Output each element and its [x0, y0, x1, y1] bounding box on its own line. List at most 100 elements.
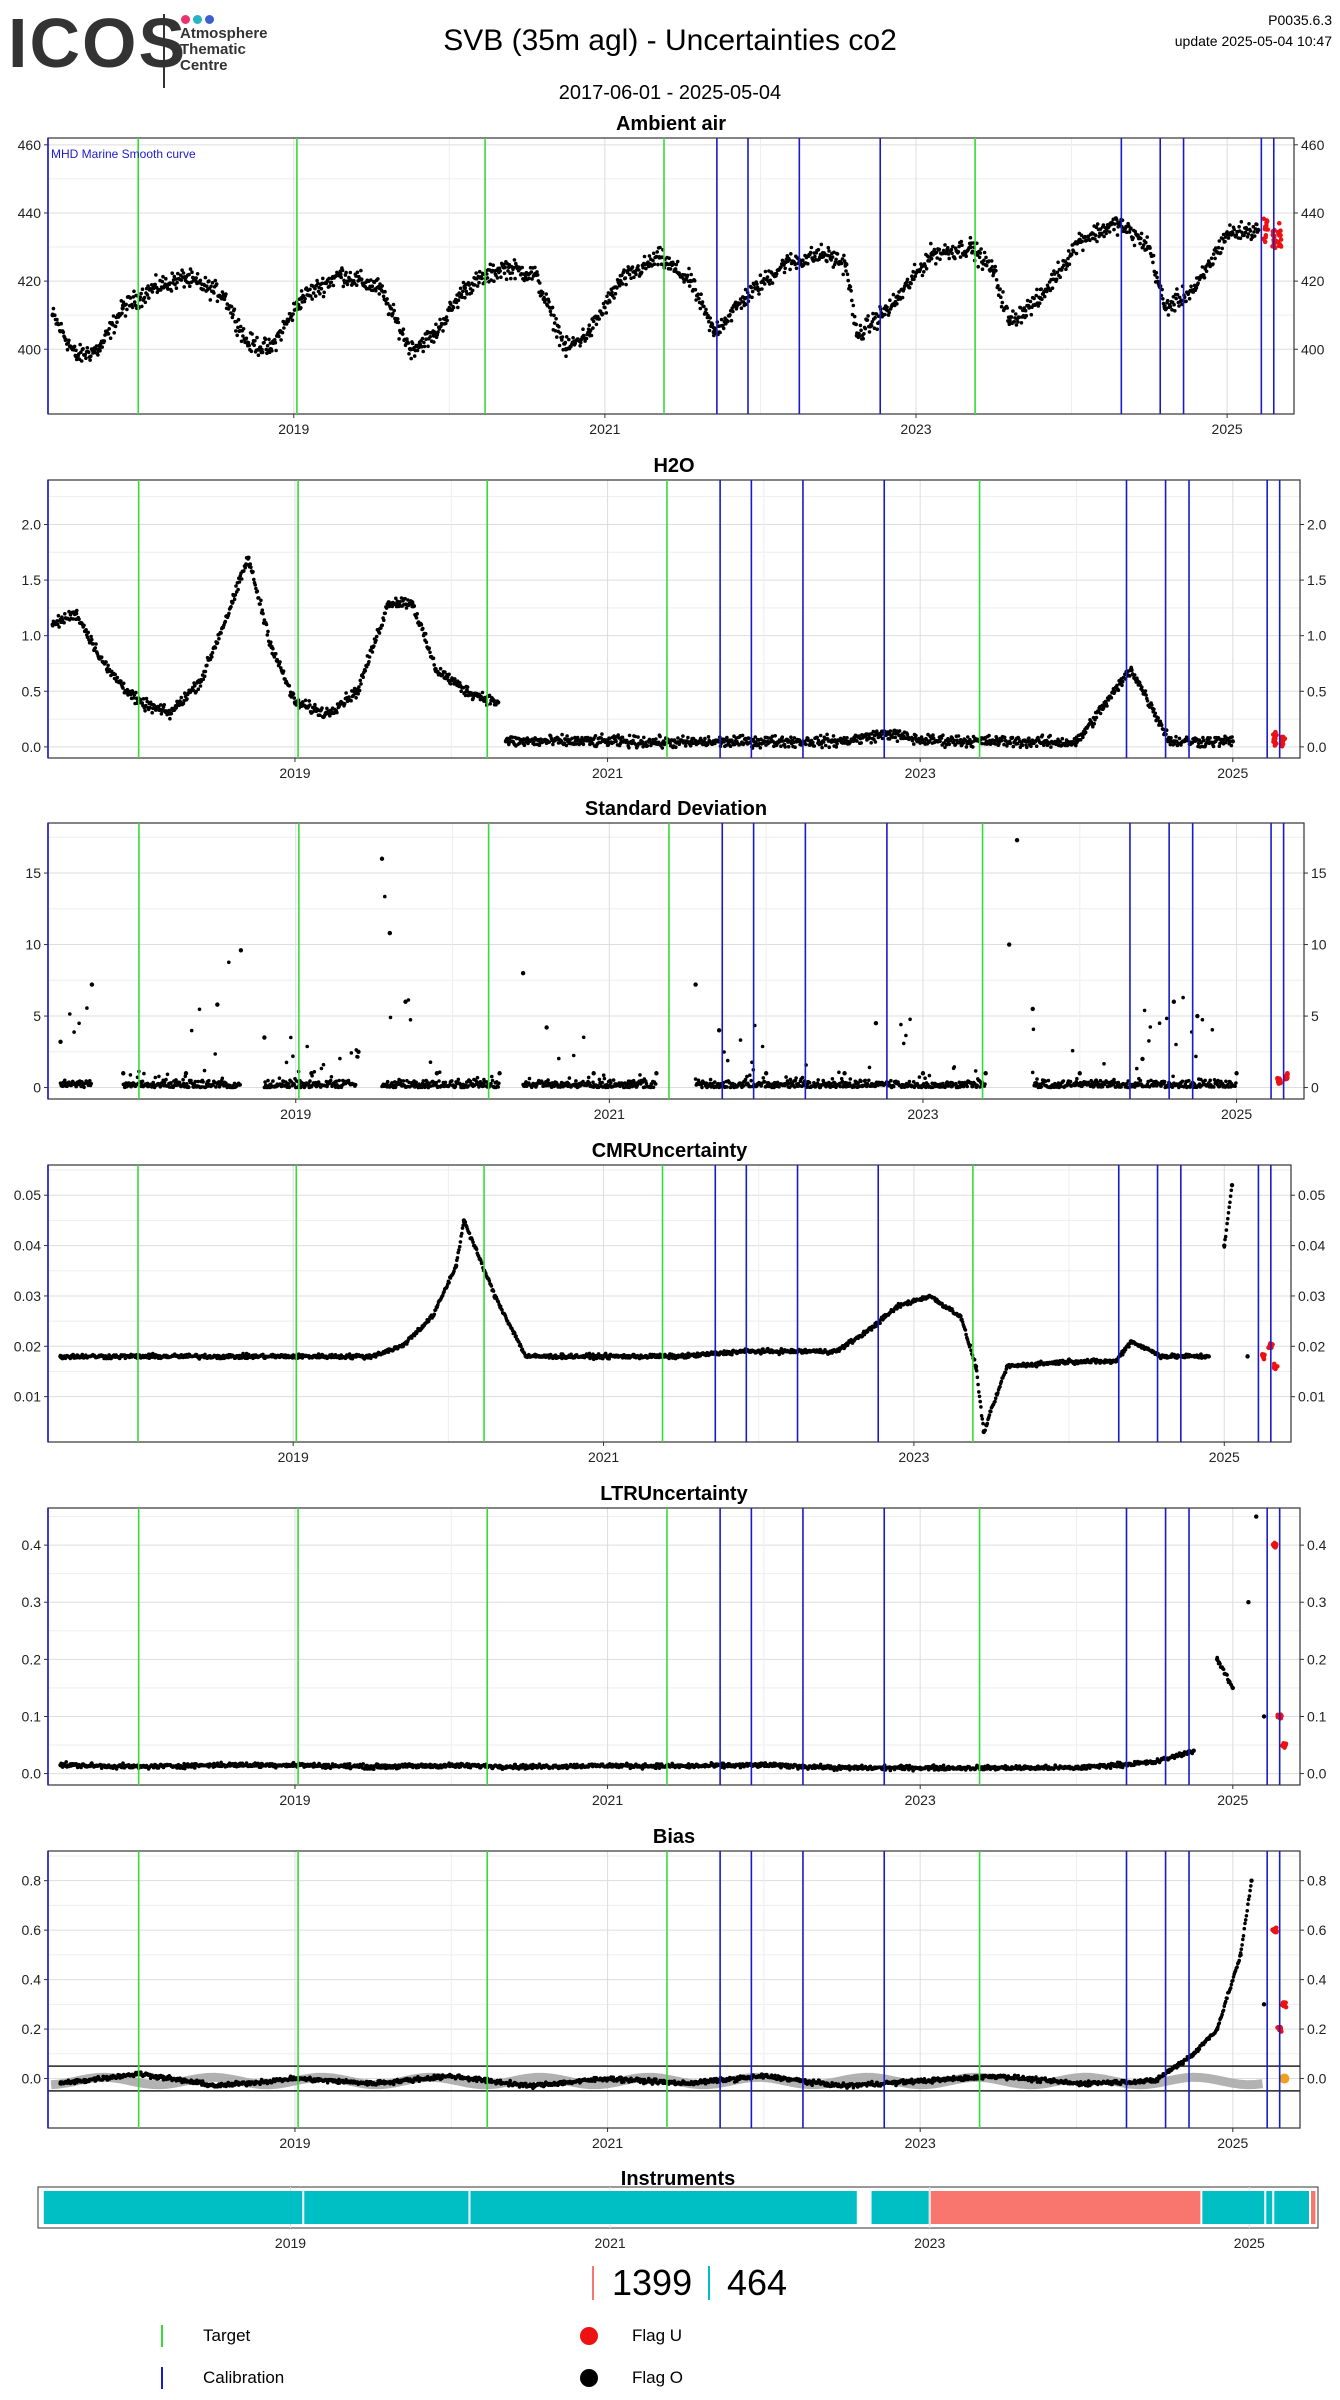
data-point	[816, 1078, 820, 1082]
data-point	[164, 276, 168, 281]
data-point	[634, 272, 638, 277]
data-point	[819, 242, 824, 247]
data-point	[807, 1080, 812, 1085]
data-point	[345, 282, 350, 287]
data-point	[393, 602, 397, 606]
data-point	[1248, 229, 1253, 233]
data-point	[279, 338, 283, 342]
data-point	[340, 268, 345, 273]
data-point	[655, 250, 659, 254]
data-point	[627, 733, 632, 738]
data-point	[910, 274, 914, 279]
data-point	[781, 259, 785, 263]
data-point	[227, 960, 231, 965]
data-point	[1252, 230, 1256, 234]
data-point	[90, 637, 94, 642]
panel-frame	[47, 137, 1295, 415]
data-point	[140, 287, 145, 292]
data-point	[555, 335, 559, 339]
data-point	[1102, 1062, 1106, 1066]
data-point	[953, 256, 957, 261]
data-point	[609, 1081, 613, 1085]
data-point	[464, 689, 470, 694]
data-point	[150, 710, 154, 715]
data-point	[1050, 286, 1055, 291]
data-point	[219, 631, 223, 635]
data-point	[495, 276, 500, 280]
data-point	[890, 302, 895, 308]
data-point	[842, 253, 846, 258]
data-point	[867, 1065, 872, 1070]
data-point	[384, 606, 389, 610]
data-point	[991, 268, 996, 274]
data-point	[325, 706, 329, 711]
data-point	[719, 317, 724, 322]
data-point	[124, 302, 128, 307]
data-point	[1103, 226, 1108, 230]
data-point	[253, 339, 257, 343]
data-point	[428, 1060, 433, 1064]
data-point	[560, 338, 564, 342]
data-point	[607, 736, 612, 741]
data-point	[102, 339, 107, 343]
data-point	[602, 1076, 607, 1081]
data-point	[627, 746, 631, 750]
flag-u-point	[1278, 237, 1284, 242]
data-point	[255, 335, 259, 340]
data-point	[901, 1041, 906, 1046]
data-point	[750, 295, 754, 300]
data-point	[637, 268, 641, 272]
data-point	[1194, 1054, 1198, 1059]
data-point	[239, 577, 244, 581]
data-point	[1229, 743, 1234, 748]
y-tick-label: 0.5	[22, 683, 42, 699]
data-point	[141, 697, 146, 701]
data-point	[1101, 223, 1106, 227]
flag-u-point	[1280, 734, 1286, 740]
data-point	[835, 741, 839, 746]
data-point	[605, 294, 609, 299]
data-point	[612, 734, 616, 738]
data-point	[867, 1078, 871, 1083]
data-point	[347, 275, 351, 280]
data-point	[840, 261, 844, 266]
data-point	[1102, 234, 1106, 239]
data-point	[61, 330, 66, 335]
data-point	[128, 1073, 133, 1077]
data-point	[1093, 233, 1098, 237]
data-point	[148, 705, 152, 710]
data-point	[220, 1076, 225, 1081]
data-point	[980, 267, 985, 272]
data-point	[311, 291, 316, 295]
data-point	[912, 277, 916, 282]
data-point	[612, 296, 616, 300]
data-point	[179, 695, 184, 700]
data-point	[359, 682, 363, 686]
data-point	[277, 334, 281, 339]
data-point	[587, 330, 592, 335]
data-point	[1151, 253, 1156, 258]
data-point	[1083, 234, 1087, 239]
flag-u-point	[1275, 239, 1281, 245]
data-point	[978, 251, 983, 255]
data-point	[875, 327, 879, 332]
data-point	[551, 742, 555, 747]
data-point	[278, 660, 282, 664]
data-point	[130, 305, 135, 310]
data-point	[708, 316, 712, 320]
data-point	[820, 745, 824, 750]
data-point	[1184, 299, 1188, 304]
data-point	[359, 277, 364, 282]
data-point	[154, 273, 158, 277]
data-point	[167, 711, 173, 716]
data-point	[589, 333, 594, 338]
data-point	[331, 283, 336, 288]
data-point	[244, 336, 249, 341]
data-point	[601, 312, 605, 316]
data-point	[436, 330, 440, 334]
data-point	[458, 286, 463, 291]
data-point	[399, 596, 404, 600]
data-point	[307, 699, 312, 703]
data-point	[320, 706, 324, 710]
